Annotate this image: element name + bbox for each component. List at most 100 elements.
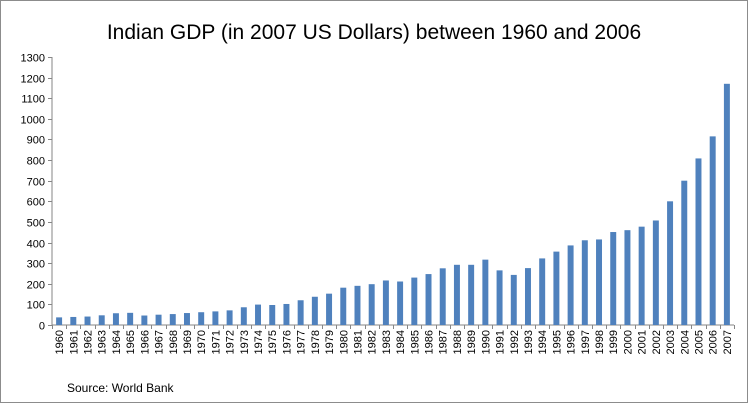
y-tick-label: 100 bbox=[27, 300, 45, 312]
x-tick-label: 1965 bbox=[125, 330, 137, 354]
bar bbox=[311, 296, 318, 325]
bar bbox=[226, 310, 233, 325]
x-tick-label: 1995 bbox=[551, 330, 563, 354]
bar bbox=[510, 274, 517, 325]
bar bbox=[524, 268, 531, 325]
x-tick-label: 1969 bbox=[182, 330, 194, 354]
y-tick-label: 600 bbox=[27, 197, 45, 209]
x-tick-label: 1988 bbox=[452, 330, 464, 354]
bar bbox=[638, 226, 645, 325]
x-tick-label: 1967 bbox=[154, 330, 166, 354]
y-tick-label: 500 bbox=[27, 218, 45, 230]
bar bbox=[581, 240, 588, 325]
x-tick-label: 1981 bbox=[352, 330, 364, 354]
x-tick-label: 1984 bbox=[395, 330, 407, 354]
bar bbox=[169, 314, 176, 325]
x-tick-label: 1996 bbox=[566, 330, 578, 354]
bar bbox=[567, 245, 574, 325]
x-tick-label: 1998 bbox=[594, 330, 606, 354]
x-tick-label: 1970 bbox=[196, 330, 208, 354]
x-tick-label: 2003 bbox=[665, 330, 677, 354]
x-tick-label: 1962 bbox=[83, 330, 95, 354]
bar bbox=[56, 317, 63, 325]
bar bbox=[240, 307, 247, 325]
bar bbox=[98, 315, 105, 325]
bar bbox=[212, 311, 219, 325]
chart-title: Indian GDP (in 2007 US Dollars) between … bbox=[106, 21, 642, 44]
x-tick-label: 1971 bbox=[210, 330, 222, 354]
y-tick-label: 1100 bbox=[21, 94, 45, 106]
x-tick-label: 1974 bbox=[253, 330, 265, 354]
x-tick-label: 1972 bbox=[225, 330, 237, 354]
bar bbox=[695, 158, 702, 325]
bar bbox=[368, 284, 375, 325]
bar bbox=[439, 268, 446, 325]
x-tick-label: 2007 bbox=[722, 330, 734, 354]
y-tick-label: 400 bbox=[27, 239, 45, 251]
y-tick-label: 0 bbox=[39, 321, 45, 333]
bar bbox=[709, 136, 716, 325]
bar bbox=[453, 264, 460, 325]
x-tick-label: 1985 bbox=[409, 330, 421, 354]
y-tick-label: 1000 bbox=[21, 115, 45, 127]
source-note: Source: World Bank bbox=[67, 381, 174, 395]
bar bbox=[141, 315, 148, 325]
x-tick-label: 1991 bbox=[495, 330, 507, 354]
bar bbox=[723, 83, 730, 325]
x-tick-label: 1966 bbox=[139, 330, 151, 354]
x-tick-label: 1982 bbox=[367, 330, 379, 354]
bar bbox=[382, 280, 389, 325]
x-tick-label: 1977 bbox=[296, 330, 308, 354]
bar bbox=[596, 239, 603, 325]
bar bbox=[283, 303, 290, 325]
y-tick-label: 1200 bbox=[21, 74, 45, 86]
x-tick-label: 1999 bbox=[608, 330, 620, 354]
x-tick-label: 1987 bbox=[438, 330, 450, 354]
bar bbox=[397, 281, 404, 325]
y-tick-label: 900 bbox=[27, 135, 45, 147]
bar bbox=[326, 293, 333, 325]
x-tick-label: 2001 bbox=[637, 330, 649, 354]
x-tick-label: 1978 bbox=[310, 330, 322, 354]
x-tick-label: 1993 bbox=[523, 330, 535, 354]
x-tick-label: 2000 bbox=[622, 330, 634, 354]
x-tick-label: 1961 bbox=[68, 330, 80, 354]
bar bbox=[70, 316, 77, 325]
x-tick-label: 1979 bbox=[324, 330, 336, 354]
bar bbox=[354, 285, 361, 325]
bar bbox=[539, 258, 546, 325]
x-tick-label: 1992 bbox=[509, 330, 521, 354]
bar bbox=[482, 259, 489, 325]
y-tick-label: 300 bbox=[27, 259, 45, 271]
bar bbox=[411, 277, 418, 325]
bar bbox=[255, 304, 262, 325]
bar bbox=[496, 270, 503, 325]
bar bbox=[84, 316, 91, 325]
x-tick-label: 1973 bbox=[239, 330, 251, 354]
bar bbox=[340, 287, 347, 325]
bar bbox=[667, 201, 674, 325]
x-tick-label: 2005 bbox=[693, 330, 705, 354]
bar bbox=[269, 305, 276, 325]
bar bbox=[297, 300, 304, 325]
bar bbox=[610, 232, 617, 325]
x-tick-label: 1968 bbox=[168, 330, 180, 354]
y-tick-label: 200 bbox=[27, 280, 45, 292]
x-tick-label: 1963 bbox=[97, 330, 109, 354]
x-tick-label: 1990 bbox=[480, 330, 492, 354]
bar bbox=[112, 313, 119, 325]
x-tick-label: 2002 bbox=[651, 330, 663, 354]
x-tick-label: 1989 bbox=[466, 330, 478, 354]
y-tick-label: 1300 bbox=[21, 53, 45, 65]
x-tick-label: 1994 bbox=[537, 330, 549, 354]
bar bbox=[127, 312, 134, 325]
y-tick-label: 700 bbox=[27, 177, 45, 189]
bar bbox=[652, 220, 659, 325]
y-tick-label: 800 bbox=[27, 156, 45, 168]
bar bbox=[681, 180, 688, 325]
x-tick-label: 1976 bbox=[281, 330, 293, 354]
x-tick-label: 1975 bbox=[267, 330, 279, 354]
x-tick-label: 1986 bbox=[424, 330, 436, 354]
